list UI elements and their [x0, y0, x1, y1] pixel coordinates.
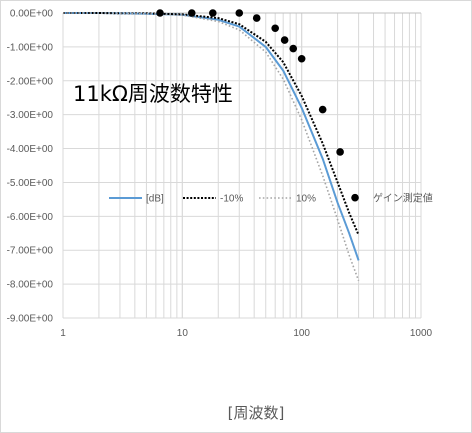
legend-entry-label: [dB] — [146, 194, 164, 205]
y-tick-label: -4.00E+00 — [7, 144, 54, 155]
measured-points — [156, 9, 359, 202]
y-axis-tick-labels: 0.00E+00 -1.00E+00 -2.00E+00 -3.00E+00 -4.00… — [7, 9, 54, 325]
x-axis-tick-labels: 1 10 100 1000 — [60, 328, 432, 339]
measured-point-marker — [271, 24, 279, 33]
measured-point-marker — [235, 9, 244, 17]
y-tick-label: -2.00E+00 — [7, 76, 54, 87]
series-line-db — [63, 12, 360, 261]
measured-point-marker — [318, 105, 327, 114]
y-tick-label: -8.00E+00 — [7, 280, 54, 291]
measured-point-marker — [187, 9, 196, 17]
y-tick-label: -9.00E+00 — [7, 314, 54, 325]
legend-entry-label: -10% — [220, 194, 243, 205]
measured-point-marker — [336, 148, 344, 156]
y-tick-label: -7.00E+00 — [7, 246, 54, 257]
measured-point-marker — [351, 193, 359, 202]
y-tick-label: -6.00E+00 — [7, 212, 54, 223]
measured-point-marker — [156, 9, 164, 17]
x-tick-label: 1 — [60, 328, 66, 339]
legend-entry-label: ゲイン測定値 — [373, 192, 433, 205]
x-tick-label: 10 — [177, 328, 189, 339]
y-tick-label: -3.00E+00 — [7, 110, 54, 121]
x-tick-label: 100 — [293, 328, 310, 339]
chart-title: 11kΩ周波数特性 — [73, 82, 233, 106]
legend: [dB] -10% 10% ゲイン測定値 — [109, 192, 433, 205]
measured-point-marker — [297, 54, 306, 63]
measured-point-marker — [289, 44, 298, 53]
measured-point-marker — [280, 36, 289, 44]
series-lines — [63, 12, 360, 281]
grid — [62, 12, 422, 319]
measured-point-marker — [208, 9, 217, 17]
x-tick-label: 1000 — [410, 328, 433, 339]
y-tick-label: 0.00E+00 — [10, 9, 54, 20]
measured-point-marker — [252, 14, 261, 22]
series-line-tolerance — [63, 12, 360, 281]
legend-entry-label: 10% — [296, 194, 316, 205]
x-axis-label: [周波数] — [228, 404, 285, 422]
y-tick-label: -5.00E+00 — [7, 178, 54, 189]
y-tick-label: -1.00E+00 — [7, 42, 54, 53]
